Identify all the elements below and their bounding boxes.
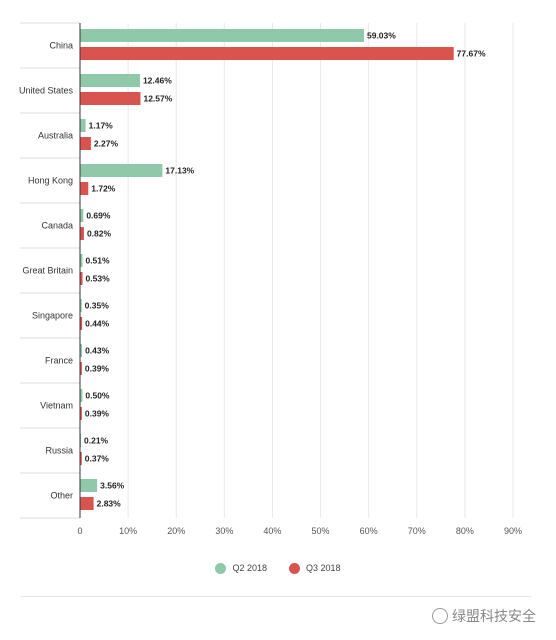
- value-label: 0.44%: [85, 319, 110, 329]
- category-label: Singapore: [32, 311, 73, 321]
- x-tick-label: 80%: [456, 526, 474, 536]
- bar-q2: [80, 479, 98, 492]
- value-label: 12.57%: [143, 94, 172, 104]
- bar-q2: [80, 344, 83, 357]
- value-label: 0.50%: [85, 391, 110, 401]
- x-tick-label: 10%: [119, 526, 137, 536]
- legend-label-q3: Q3 2018: [306, 563, 341, 573]
- legend: Q2 2018 Q3 2018: [0, 560, 556, 576]
- category-labels: China United States Australia Hong Kong Cana…: [19, 41, 74, 501]
- category-label: France: [45, 356, 73, 366]
- value-label: 0.35%: [85, 301, 110, 311]
- value-label: 1.17%: [89, 121, 114, 131]
- bar-q2: [80, 254, 83, 267]
- category-label: Great Britain: [22, 266, 73, 276]
- value-label: 0.39%: [85, 364, 110, 374]
- value-label: 0.69%: [86, 211, 111, 221]
- bar-q2: [80, 434, 82, 447]
- category-label: Canada: [41, 221, 73, 231]
- bar-q2: [80, 74, 140, 87]
- bar-q3: [80, 272, 83, 285]
- legend-label-q2: Q2 2018: [232, 563, 267, 573]
- bar-q3: [80, 227, 84, 240]
- x-axis-ticks: 0 10% 20% 30% 40% 50% 60% 70% 80% 90%: [77, 526, 522, 536]
- bars: [80, 29, 454, 510]
- category-label: Australia: [38, 131, 73, 141]
- bar-q2: [80, 164, 163, 177]
- value-label: 0.39%: [85, 409, 110, 419]
- bar-chart: China United States Australia Hong Kong Cana…: [19, 22, 522, 536]
- legend-item-q3: Q3 2018: [289, 562, 341, 574]
- value-label: 2.83%: [97, 499, 122, 509]
- value-label: 3.56%: [100, 481, 125, 491]
- bar-q2: [80, 389, 83, 402]
- x-tick-label: 60%: [360, 526, 378, 536]
- category-label: Other: [50, 491, 73, 501]
- bar-q3: [80, 92, 141, 105]
- category-label: China: [49, 41, 73, 51]
- value-label: 0.21%: [84, 436, 109, 446]
- bar-q2: [80, 119, 86, 132]
- bar-q2: [80, 29, 364, 42]
- value-label: 1.72%: [91, 184, 116, 194]
- category-label: United States: [19, 86, 74, 96]
- x-tick-label: 90%: [504, 526, 522, 536]
- x-tick-label: 20%: [167, 526, 185, 536]
- value-label: 0.51%: [85, 256, 110, 266]
- category-label: Vietnam: [40, 401, 73, 411]
- bar-q3: [80, 47, 454, 60]
- bar-q2: [80, 299, 82, 312]
- watermark: 绿盟科技安全: [432, 606, 536, 626]
- x-tick-label: 0: [77, 526, 82, 536]
- value-label: 0.53%: [86, 274, 111, 284]
- value-label: 17.13%: [165, 166, 194, 176]
- category-label: Russia: [45, 446, 73, 456]
- value-label: 0.82%: [87, 229, 112, 239]
- value-label: 77.67%: [457, 49, 486, 59]
- legend-dot-q3: [289, 562, 300, 574]
- x-tick-label: 70%: [408, 526, 426, 536]
- category-separators: [20, 22, 80, 519]
- x-tick-label: 40%: [263, 526, 281, 536]
- bar-q2: [80, 209, 84, 222]
- value-label: 0.43%: [85, 346, 110, 356]
- value-label: 59.03%: [367, 31, 396, 41]
- legend-dot-q2: [215, 562, 227, 574]
- bottom-divider: [20, 596, 532, 597]
- bar-q3: [80, 407, 82, 420]
- bar-q3: [80, 182, 89, 195]
- wechat-icon: [432, 608, 448, 624]
- x-tick-label: 50%: [312, 526, 330, 536]
- grid-lines: [127, 23, 514, 518]
- bar-q3: [80, 497, 94, 510]
- bar-q3: [80, 137, 91, 150]
- value-label: 12.46%: [143, 76, 172, 86]
- category-label: Hong Kong: [28, 176, 73, 186]
- x-tick-label: 30%: [215, 526, 233, 536]
- value-label: 2.27%: [94, 139, 119, 149]
- watermark-text: 绿盟科技安全: [452, 608, 536, 624]
- bar-q3: [80, 317, 83, 330]
- value-labels: 59.03% 77.67% 12.46% 12.57% 1.17% 2.27% 17.13%…: [84, 31, 486, 509]
- bar-q3: [80, 362, 82, 375]
- bar-q3: [80, 452, 82, 465]
- legend-item-q2: Q2 2018: [215, 562, 267, 574]
- value-label: 0.37%: [85, 454, 110, 464]
